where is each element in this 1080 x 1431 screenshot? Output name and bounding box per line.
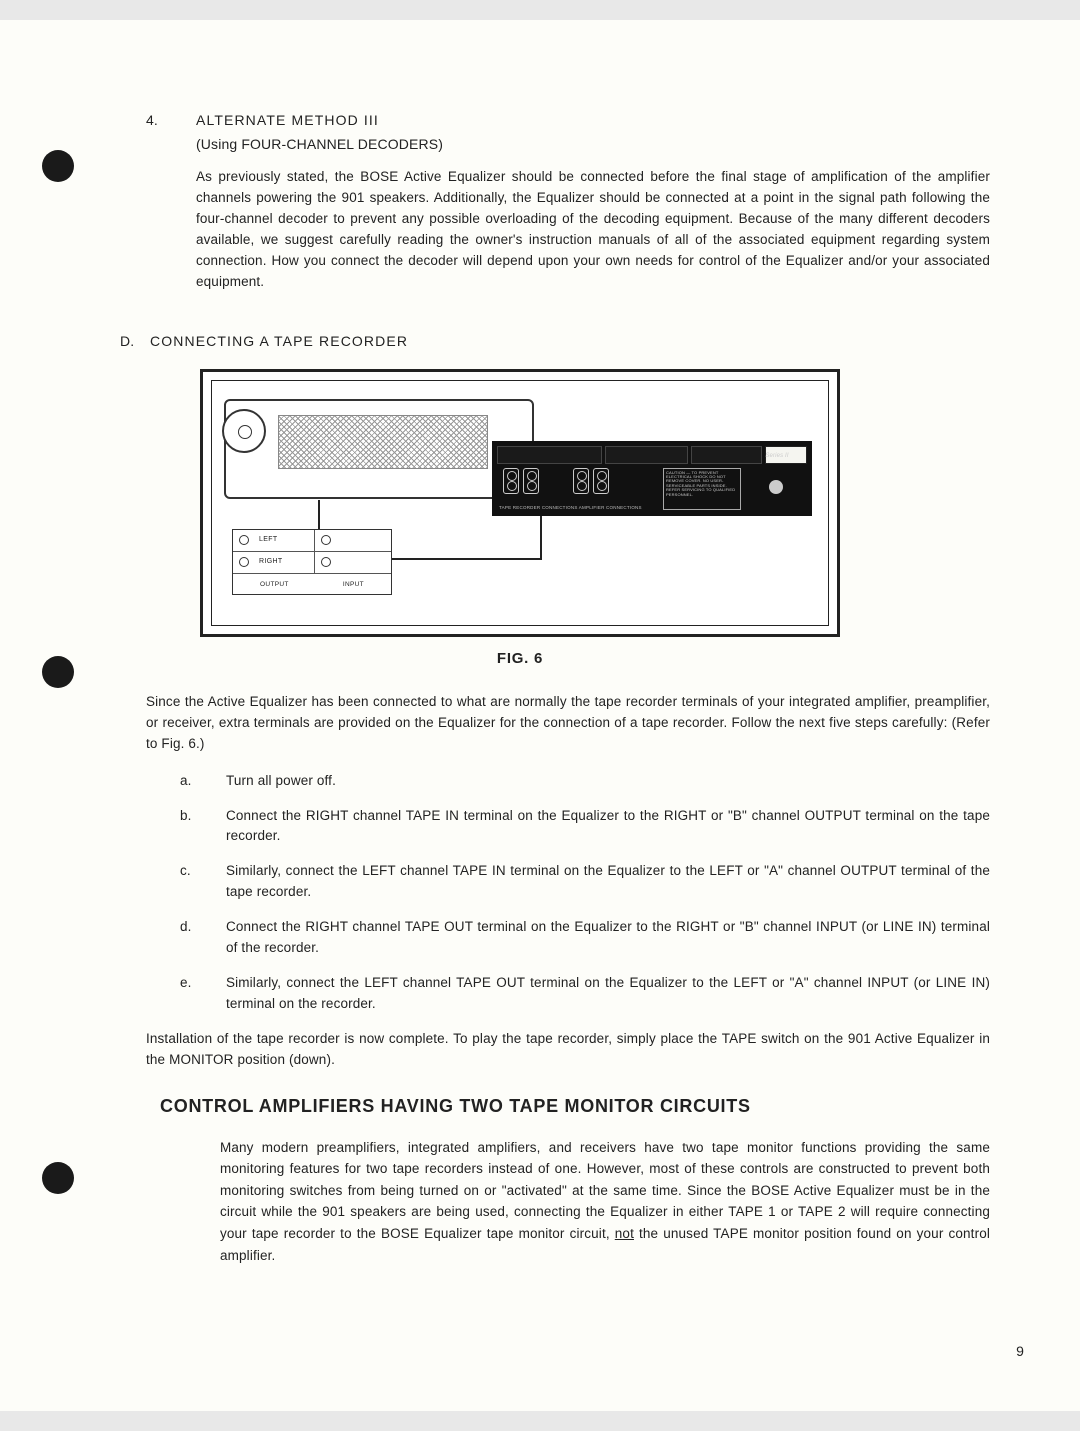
panel-label-strip: [605, 446, 687, 464]
hole-punch: [42, 1162, 74, 1194]
step-marker: c.: [180, 861, 226, 903]
step-marker: e.: [180, 973, 226, 1015]
hole-punch: [42, 150, 74, 182]
tape-reel-icon: [222, 409, 266, 453]
panel-label-strip: [691, 446, 762, 464]
figure-6: CAUTION — TO PREVENT ELECTRICAL SHOCK DO…: [200, 369, 990, 637]
equalizer-rear-panel: CAUTION — TO PREVENT ELECTRICAL SHOCK DO…: [492, 441, 812, 516]
io-left-label: LEFT: [255, 535, 314, 546]
io-terminal-box: LEFT RIGHT OUTPUT INPUT: [232, 529, 392, 595]
page-number: 9: [1016, 1341, 1024, 1363]
jack-icon: [239, 557, 249, 567]
tape-closing-paragraph: Installation of the tape recorder is now…: [146, 1029, 990, 1071]
section-number: 4.: [146, 110, 196, 303]
step-item: e. Similarly, connect the LEFT channel T…: [180, 973, 990, 1015]
io-output-label: OUTPUT: [260, 580, 289, 590]
step-marker: a.: [180, 771, 226, 792]
step-item: b. Connect the RIGHT channel TAPE IN ter…: [180, 806, 990, 848]
two-tape-para-underlined: not: [615, 1226, 634, 1241]
speaker-grille: [278, 415, 488, 469]
section-paragraph: As previously stated, the BOSE Active Eq…: [196, 167, 990, 293]
step-text: Connect the RIGHT channel TAPE IN termin…: [226, 806, 990, 848]
steps-list: a. Turn all power off. b. Connect the RI…: [180, 771, 990, 1015]
tape-intro-paragraph: Since the Active Equalizer has been conn…: [146, 692, 990, 755]
section-letter: D.: [120, 331, 150, 353]
knob-icon: [769, 480, 783, 494]
step-marker: b.: [180, 806, 226, 848]
step-text: Similarly, connect the LEFT channel TAPE…: [226, 861, 990, 903]
section-d-title: CONNECTING A TAPE RECORDER: [150, 331, 408, 353]
series-badge: Series II: [757, 452, 797, 464]
section-heading-two-tape: CONTROL AMPLIFIERS HAVING TWO TAPE MONIT…: [160, 1093, 990, 1121]
io-right-label: RIGHT: [255, 557, 314, 568]
section-connecting-tape-recorder: D. CONNECTING A TAPE RECORDER: [120, 331, 990, 353]
panel-bottom-labels: TAPE RECORDER CONNECTIONS AMPLIFIER CONN…: [499, 505, 642, 512]
section-title: ALTERNATE METHOD III: [196, 110, 990, 132]
jack-icon: [321, 557, 331, 567]
io-input-label: INPUT: [343, 580, 364, 590]
two-tape-paragraph: Many modern preamplifiers, integrated am…: [220, 1137, 990, 1267]
step-item: d. Connect the RIGHT channel TAPE OUT te…: [180, 917, 990, 959]
step-marker: d.: [180, 917, 226, 959]
rca-jack-icon: [593, 468, 609, 494]
jack-row: [503, 468, 609, 494]
manual-page: 4. ALTERNATE METHOD III (Using FOUR-CHAN…: [0, 20, 1080, 1411]
hole-punch: [42, 656, 74, 688]
step-text: Similarly, connect the LEFT channel TAPE…: [226, 973, 990, 1015]
panel-label-strip: [497, 446, 602, 464]
rca-jack-icon: [503, 468, 519, 494]
step-item: a. Turn all power off.: [180, 771, 990, 792]
rca-jack-icon: [573, 468, 589, 494]
step-text: Turn all power off.: [226, 771, 990, 792]
step-text: Connect the RIGHT channel TAPE OUT termi…: [226, 917, 990, 959]
jack-icon: [239, 535, 249, 545]
caution-label: CAUTION — TO PREVENT ELECTRICAL SHOCK DO…: [663, 468, 741, 510]
figure-caption: FIG. 6: [200, 647, 840, 670]
jack-icon: [321, 535, 331, 545]
section-subtitle: (Using FOUR-CHANNEL DECODERS): [196, 134, 990, 156]
rca-jack-icon: [523, 468, 539, 494]
tape-recorder-diagram: [224, 399, 534, 499]
section-alternate-method-3: 4. ALTERNATE METHOD III (Using FOUR-CHAN…: [146, 110, 990, 303]
step-item: c. Similarly, connect the LEFT channel T…: [180, 861, 990, 903]
